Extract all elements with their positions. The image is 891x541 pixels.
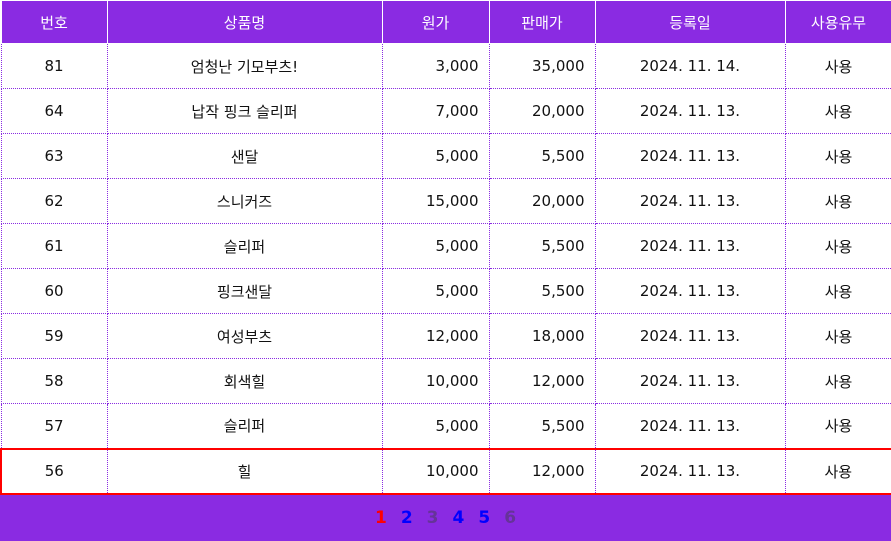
cell-sale-price: 5,500 bbox=[488, 268, 596, 314]
cell-cost-price: 15,000 bbox=[381, 178, 490, 224]
page-link-5[interactable]: 5 bbox=[478, 508, 491, 528]
header-product-name[interactable]: 상품명 bbox=[106, 0, 383, 44]
cell-cost-price: 3,000 bbox=[381, 43, 490, 89]
cell-product-name: 슬리퍼 bbox=[106, 223, 383, 269]
cell-number: 60 bbox=[0, 268, 108, 314]
cell-product-name: 힐 bbox=[106, 447, 383, 495]
cell-cost-price: 5,000 bbox=[381, 133, 490, 179]
cell-registered-date: 2024. 11. 13. bbox=[594, 178, 786, 224]
product-table: 번호 상품명 원가 판매가 등록일 사용유무 81 엄청난 기모부츠! 3,000 3… bbox=[0, 0, 891, 495]
cell-cost-price: 5,000 bbox=[381, 268, 490, 314]
cell-registered-date: 2024. 11. 14. bbox=[594, 43, 786, 89]
table-row[interactable]: 63 샌달 5,000 5,500 2024. 11. 13. 사용 bbox=[0, 133, 891, 179]
cell-number: 81 bbox=[0, 43, 108, 89]
header-sale-price[interactable]: 판매가 bbox=[488, 0, 596, 44]
cell-number: 61 bbox=[0, 223, 108, 269]
cell-cost-price: 10,000 bbox=[381, 358, 490, 404]
cell-cost-price: 7,000 bbox=[381, 88, 490, 134]
cell-cost-price: 5,000 bbox=[381, 403, 490, 449]
cell-product-name: 회색힐 bbox=[106, 358, 383, 404]
cell-sale-price: 12,000 bbox=[488, 358, 596, 404]
table-row[interactable]: 56 힐 10,000 12,000 2024. 11. 13. 사용 bbox=[0, 447, 891, 495]
cell-product-name: 납작 핑크 슬리퍼 bbox=[106, 88, 383, 134]
cell-product-name: 슬리퍼 bbox=[106, 403, 383, 449]
cell-cost-price: 10,000 bbox=[381, 447, 490, 495]
table-row[interactable]: 61 슬리퍼 5,000 5,500 2024. 11. 13. 사용 bbox=[0, 223, 891, 269]
cell-number: 59 bbox=[0, 313, 108, 359]
table-row[interactable]: 81 엄청난 기모부츠! 3,000 35,000 2024. 11. 14. 사용 bbox=[0, 43, 891, 89]
cell-usage-status: 사용 bbox=[784, 133, 891, 179]
cell-number: 56 bbox=[0, 447, 108, 495]
cell-sale-price: 12,000 bbox=[488, 447, 596, 495]
cell-sale-price: 5,500 bbox=[488, 133, 596, 179]
header-registered-date[interactable]: 등록일 bbox=[594, 0, 786, 44]
cell-sale-price: 5,500 bbox=[488, 403, 596, 449]
cell-number: 62 bbox=[0, 178, 108, 224]
cell-sale-price: 18,000 bbox=[488, 313, 596, 359]
cell-sale-price: 20,000 bbox=[488, 178, 596, 224]
table-row[interactable]: 60 핑크샌달 5,000 5,500 2024. 11. 13. 사용 bbox=[0, 268, 891, 314]
cell-registered-date: 2024. 11. 13. bbox=[594, 223, 786, 269]
cell-product-name: 샌달 bbox=[106, 133, 383, 179]
header-row: 번호 상품명 원가 판매가 등록일 사용유무 bbox=[0, 0, 891, 44]
cell-registered-date: 2024. 11. 13. bbox=[594, 133, 786, 179]
cell-usage-status: 사용 bbox=[784, 358, 891, 404]
page-link-3[interactable]: 3 bbox=[426, 508, 439, 528]
table-row[interactable]: 62 스니커즈 15,000 20,000 2024. 11. 13. 사용 bbox=[0, 178, 891, 224]
cell-product-name: 핑크샌달 bbox=[106, 268, 383, 314]
table-header: 번호 상품명 원가 판매가 등록일 사용유무 bbox=[0, 0, 891, 44]
cell-cost-price: 12,000 bbox=[381, 313, 490, 359]
header-usage-status[interactable]: 사용유무 bbox=[784, 0, 891, 44]
cell-cost-price: 5,000 bbox=[381, 223, 490, 269]
cell-usage-status: 사용 bbox=[784, 178, 891, 224]
cell-sale-price: 20,000 bbox=[488, 88, 596, 134]
cell-registered-date: 2024. 11. 13. bbox=[594, 358, 786, 404]
cell-product-name: 스니커즈 bbox=[106, 178, 383, 224]
page-link-2[interactable]: 2 bbox=[400, 508, 413, 528]
table-row[interactable]: 64 납작 핑크 슬리퍼 7,000 20,000 2024. 11. 13. 사용 bbox=[0, 88, 891, 134]
table-row[interactable]: 57 슬리퍼 5,000 5,500 2024. 11. 13. 사용 bbox=[0, 403, 891, 449]
cell-registered-date: 2024. 11. 13. bbox=[594, 313, 786, 359]
cell-product-name: 엄청난 기모부츠! bbox=[106, 43, 383, 89]
cell-usage-status: 사용 bbox=[784, 43, 891, 89]
cell-registered-date: 2024. 11. 13. bbox=[594, 88, 786, 134]
table-row[interactable]: 59 여성부츠 12,000 18,000 2024. 11. 13. 사용 bbox=[0, 313, 891, 359]
cell-usage-status: 사용 bbox=[784, 447, 891, 495]
cell-usage-status: 사용 bbox=[784, 268, 891, 314]
page-link-1[interactable]: 1 bbox=[374, 508, 387, 528]
page-link-6[interactable]: 6 bbox=[504, 508, 517, 528]
cell-number: 58 bbox=[0, 358, 108, 404]
cell-sale-price: 5,500 bbox=[488, 223, 596, 269]
cell-number: 64 bbox=[0, 88, 108, 134]
cell-number: 63 bbox=[0, 133, 108, 179]
cell-usage-status: 사용 bbox=[784, 313, 891, 359]
header-number[interactable]: 번호 bbox=[0, 0, 108, 44]
page-link-4[interactable]: 4 bbox=[452, 508, 465, 528]
cell-product-name: 여성부츠 bbox=[106, 313, 383, 359]
table-row[interactable]: 58 회색힐 10,000 12,000 2024. 11. 13. 사용 bbox=[0, 358, 891, 404]
cell-registered-date: 2024. 11. 13. bbox=[594, 268, 786, 314]
cell-registered-date: 2024. 11. 13. bbox=[594, 447, 786, 495]
cell-registered-date: 2024. 11. 13. bbox=[594, 403, 786, 449]
cell-usage-status: 사용 bbox=[784, 403, 891, 449]
table-body: 81 엄청난 기모부츠! 3,000 35,000 2024. 11. 14. 사용 64 납… bbox=[0, 43, 891, 495]
cell-usage-status: 사용 bbox=[784, 223, 891, 269]
cell-sale-price: 35,000 bbox=[488, 43, 596, 89]
header-cost-price[interactable]: 원가 bbox=[381, 0, 490, 44]
cell-usage-status: 사용 bbox=[784, 88, 891, 134]
cell-number: 57 bbox=[0, 403, 108, 449]
